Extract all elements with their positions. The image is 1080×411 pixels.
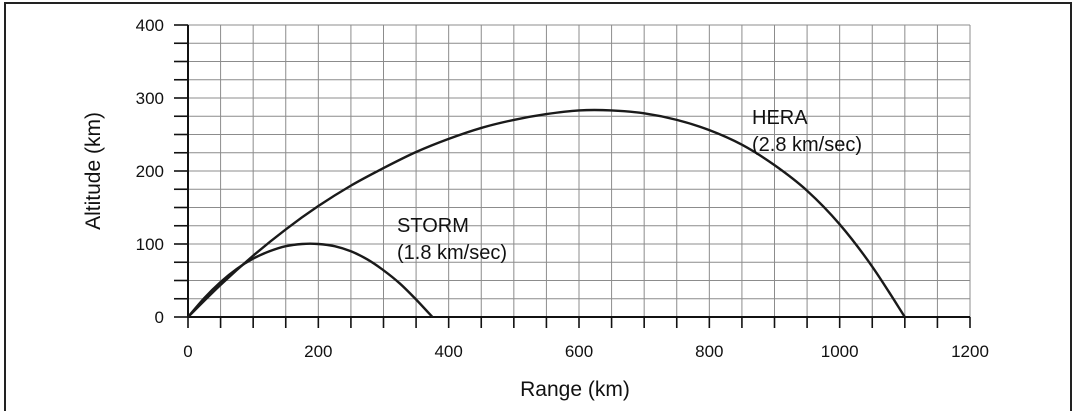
series-lines	[187, 108, 906, 318]
figure-frame	[4, 2, 1072, 411]
series-label-hera: HERA	[752, 107, 808, 129]
x-tick-label: 400	[434, 342, 462, 361]
x-tick-label: 200	[304, 342, 332, 361]
axes	[174, 24, 971, 328]
y-tick-label: 100	[136, 235, 164, 254]
series-speed-hera: (2.8 km/sec)	[752, 134, 862, 156]
y-tick-label: 300	[136, 89, 164, 108]
series-line-storm	[187, 242, 434, 318]
x-axis-title: Range (km)	[520, 378, 630, 401]
grid	[188, 24, 971, 317]
x-tick-label: 0	[183, 342, 192, 361]
x-tick-label: 800	[695, 342, 723, 361]
series-speed-storm: (1.8 km/sec)	[397, 242, 507, 264]
labels: 0 200 400 600 800 1000 1200 0 100 200 300 400 STORM (…	[136, 16, 989, 361]
y-tick-label: 200	[136, 162, 164, 181]
series-label-storm: STORM	[397, 215, 469, 237]
x-tick-label: 1000	[821, 342, 859, 361]
y-axis-title: Altitude (km)	[82, 112, 105, 230]
y-tick-label: 400	[136, 16, 164, 35]
x-tick-label: 1200	[951, 342, 989, 361]
x-tick-label: 600	[565, 342, 593, 361]
y-tick-label: 0	[155, 308, 164, 327]
series-line-hera	[187, 108, 906, 318]
